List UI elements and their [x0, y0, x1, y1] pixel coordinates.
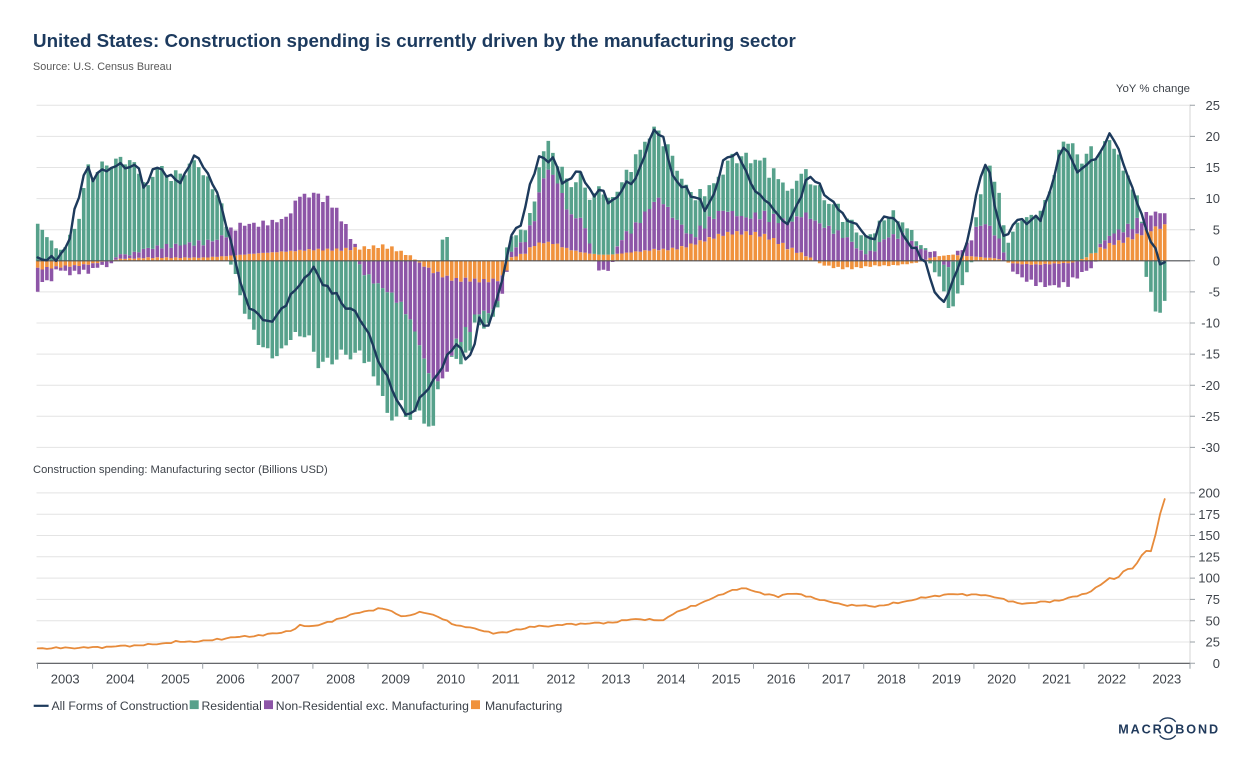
- svg-text:10: 10: [1206, 191, 1220, 206]
- svg-text:MACROBOND: MACROBOND: [1118, 723, 1220, 737]
- svg-text:175: 175: [1198, 507, 1220, 522]
- svg-text:0: 0: [1213, 656, 1220, 671]
- svg-text:Manufacturing: Manufacturing: [485, 699, 562, 713]
- svg-text:2015: 2015: [712, 672, 741, 687]
- svg-text:2010: 2010: [436, 672, 465, 687]
- svg-text:200: 200: [1198, 486, 1220, 501]
- svg-text:25: 25: [1206, 98, 1220, 113]
- svg-text:2019: 2019: [932, 672, 961, 687]
- svg-text:15: 15: [1206, 160, 1220, 175]
- svg-text:25: 25: [1206, 635, 1220, 650]
- svg-text:2018: 2018: [877, 672, 906, 687]
- svg-text:2008: 2008: [326, 672, 355, 687]
- svg-text:-20: -20: [1201, 378, 1220, 393]
- svg-text:0: 0: [1213, 253, 1220, 268]
- svg-text:-30: -30: [1201, 440, 1220, 455]
- svg-text:Non-Residential exc. Manufactu: Non-Residential exc. Manufacturing: [276, 699, 469, 713]
- svg-text:United States: Construction sp: United States: Construction spending is …: [33, 30, 797, 51]
- svg-text:-25: -25: [1201, 409, 1220, 424]
- svg-text:2017: 2017: [822, 672, 851, 687]
- svg-text:Residential: Residential: [202, 699, 262, 713]
- svg-text:2012: 2012: [546, 672, 575, 687]
- svg-text:75: 75: [1206, 592, 1220, 607]
- svg-text:2014: 2014: [657, 672, 686, 687]
- svg-text:5: 5: [1213, 222, 1220, 237]
- svg-text:Source: U.S. Census Bureau: Source: U.S. Census Bureau: [33, 61, 172, 73]
- svg-text:2004: 2004: [106, 672, 135, 687]
- svg-text:All Forms of Construction: All Forms of Construction: [52, 699, 189, 713]
- svg-text:Construction spending: Manufac: Construction spending: Manufacturing sec…: [33, 464, 328, 476]
- svg-text:YoY % change: YoY % change: [1116, 83, 1190, 95]
- svg-text:2005: 2005: [161, 672, 190, 687]
- svg-text:2020: 2020: [987, 672, 1016, 687]
- svg-text:50: 50: [1206, 613, 1220, 628]
- svg-text:2022: 2022: [1097, 672, 1126, 687]
- svg-text:2006: 2006: [216, 672, 245, 687]
- svg-text:2007: 2007: [271, 672, 300, 687]
- svg-text:2021: 2021: [1042, 672, 1071, 687]
- svg-text:125: 125: [1198, 549, 1220, 564]
- svg-text:2023: 2023: [1152, 672, 1181, 687]
- svg-text:-15: -15: [1201, 347, 1220, 362]
- svg-text:20: 20: [1206, 129, 1220, 144]
- svg-text:2013: 2013: [602, 672, 631, 687]
- svg-text:100: 100: [1198, 571, 1220, 586]
- svg-text:-5: -5: [1208, 285, 1220, 300]
- svg-text:-10: -10: [1201, 316, 1220, 331]
- svg-text:2016: 2016: [767, 672, 796, 687]
- svg-text:2009: 2009: [381, 672, 410, 687]
- svg-text:2003: 2003: [51, 672, 80, 687]
- svg-text:2011: 2011: [492, 672, 520, 687]
- svg-text:150: 150: [1198, 528, 1220, 543]
